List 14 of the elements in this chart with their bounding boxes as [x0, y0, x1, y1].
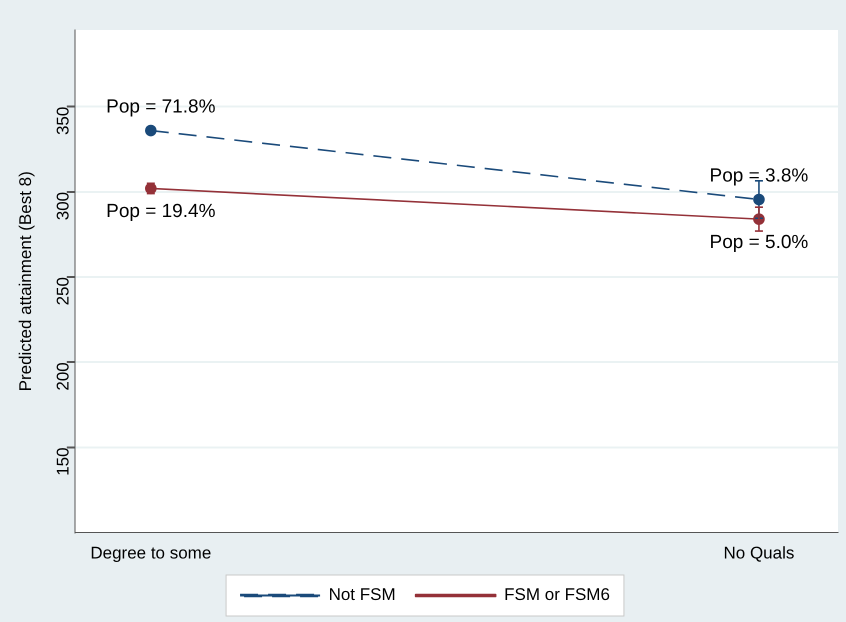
y-tick-label: 250 [53, 277, 72, 306]
annotation: Pop = 71.8% [106, 96, 216, 118]
legend-label: FSM or FSM6 [504, 585, 610, 604]
annotation: Pop = 5.0% [710, 232, 808, 253]
y-tick-label: 300 [53, 192, 72, 220]
x-tick-label: No Quals [724, 543, 794, 562]
y-axis-title: Predicted attainment (Best 8) [16, 171, 35, 392]
y-tick-label: 350 [53, 106, 72, 136]
y-tick-label: 150 [53, 447, 72, 476]
annotation: Pop = 19.4% [106, 201, 216, 222]
annotation: Pop = 3.8% [710, 165, 808, 186]
x-tick-label: Degree to some [90, 543, 212, 562]
y-tick-label: 200 [53, 362, 72, 391]
legend-label: Not FSM [328, 585, 396, 604]
